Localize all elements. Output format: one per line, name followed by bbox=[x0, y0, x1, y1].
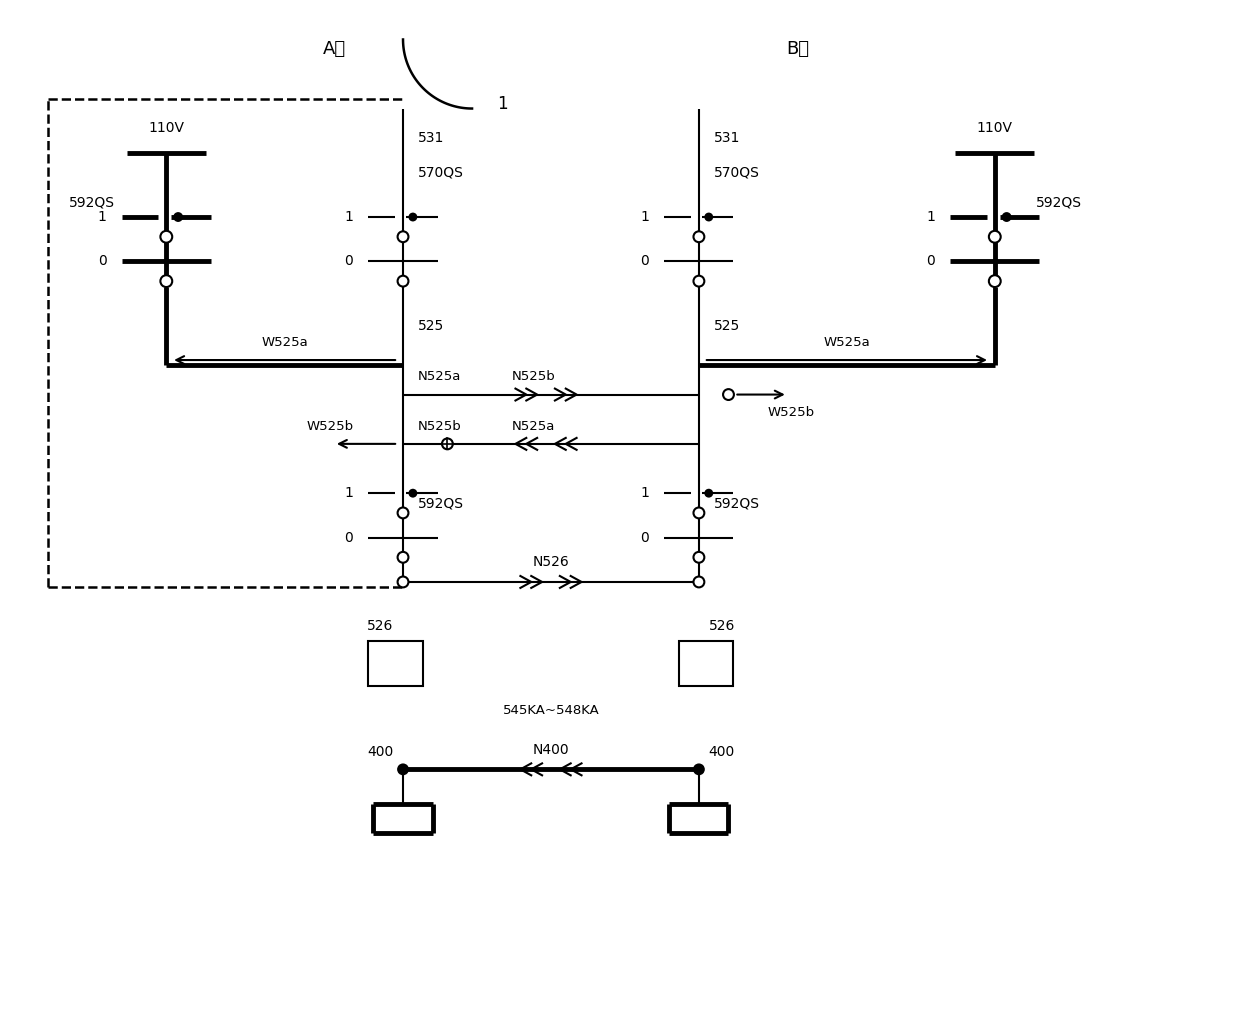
Circle shape bbox=[398, 552, 408, 562]
Circle shape bbox=[988, 276, 1001, 287]
Circle shape bbox=[723, 389, 734, 400]
Circle shape bbox=[398, 508, 408, 519]
Text: 1: 1 bbox=[497, 94, 507, 112]
Text: 1: 1 bbox=[98, 210, 107, 224]
Text: N525b: N525b bbox=[418, 419, 461, 433]
Text: 110V: 110V bbox=[149, 122, 185, 136]
Circle shape bbox=[174, 212, 184, 222]
Circle shape bbox=[1002, 212, 1012, 222]
Circle shape bbox=[988, 231, 1001, 243]
Text: 0: 0 bbox=[640, 531, 649, 545]
Text: 1: 1 bbox=[345, 486, 353, 500]
Text: 570QS: 570QS bbox=[714, 166, 760, 179]
Text: B节: B节 bbox=[786, 41, 808, 59]
Circle shape bbox=[408, 213, 418, 222]
Text: 0: 0 bbox=[345, 531, 353, 545]
Text: 592QS: 592QS bbox=[418, 496, 464, 511]
Circle shape bbox=[704, 488, 713, 497]
Text: 110V: 110V bbox=[977, 122, 1013, 136]
Text: 570QS: 570QS bbox=[418, 166, 464, 179]
Circle shape bbox=[160, 276, 172, 287]
Text: 1: 1 bbox=[926, 210, 935, 224]
Circle shape bbox=[441, 439, 453, 450]
Text: 0: 0 bbox=[98, 254, 107, 268]
Text: 0: 0 bbox=[640, 254, 649, 268]
Circle shape bbox=[704, 213, 713, 222]
Bar bbox=[680, 641, 733, 686]
Text: 1: 1 bbox=[345, 210, 353, 224]
Circle shape bbox=[408, 488, 418, 497]
Text: 545KA~548KA: 545KA~548KA bbox=[502, 704, 599, 716]
Circle shape bbox=[398, 576, 408, 588]
Circle shape bbox=[693, 276, 704, 287]
Text: W525a: W525a bbox=[823, 335, 870, 348]
Text: 592QS: 592QS bbox=[714, 496, 760, 511]
Text: 592QS: 592QS bbox=[69, 196, 115, 210]
Circle shape bbox=[693, 231, 704, 242]
Circle shape bbox=[693, 552, 704, 562]
Text: W525b: W525b bbox=[768, 406, 815, 418]
Circle shape bbox=[160, 231, 172, 243]
Text: N525b: N525b bbox=[512, 371, 556, 383]
Text: 1: 1 bbox=[640, 210, 649, 224]
Text: 0: 0 bbox=[345, 254, 353, 268]
Text: W525b: W525b bbox=[306, 419, 353, 433]
Circle shape bbox=[398, 231, 408, 242]
Text: A节: A节 bbox=[322, 41, 346, 59]
Circle shape bbox=[693, 764, 704, 775]
Text: W525a: W525a bbox=[262, 335, 308, 348]
Text: 525: 525 bbox=[714, 318, 740, 332]
Text: N526: N526 bbox=[533, 555, 569, 569]
Text: 400: 400 bbox=[367, 745, 393, 759]
Circle shape bbox=[397, 764, 409, 775]
Text: 0: 0 bbox=[926, 254, 935, 268]
Circle shape bbox=[693, 508, 704, 519]
Text: 531: 531 bbox=[418, 131, 444, 145]
Text: 526: 526 bbox=[367, 619, 393, 633]
Circle shape bbox=[693, 576, 704, 588]
Bar bbox=[368, 641, 423, 686]
Text: 1: 1 bbox=[640, 486, 649, 500]
Text: N400: N400 bbox=[533, 743, 569, 757]
Text: 525: 525 bbox=[418, 318, 444, 332]
Text: 400: 400 bbox=[709, 745, 735, 759]
Circle shape bbox=[398, 276, 408, 287]
Text: 592QS: 592QS bbox=[1035, 196, 1081, 210]
Text: 531: 531 bbox=[714, 131, 740, 145]
Text: N525a: N525a bbox=[512, 419, 554, 433]
Text: N525a: N525a bbox=[418, 371, 461, 383]
Text: 526: 526 bbox=[709, 619, 735, 633]
